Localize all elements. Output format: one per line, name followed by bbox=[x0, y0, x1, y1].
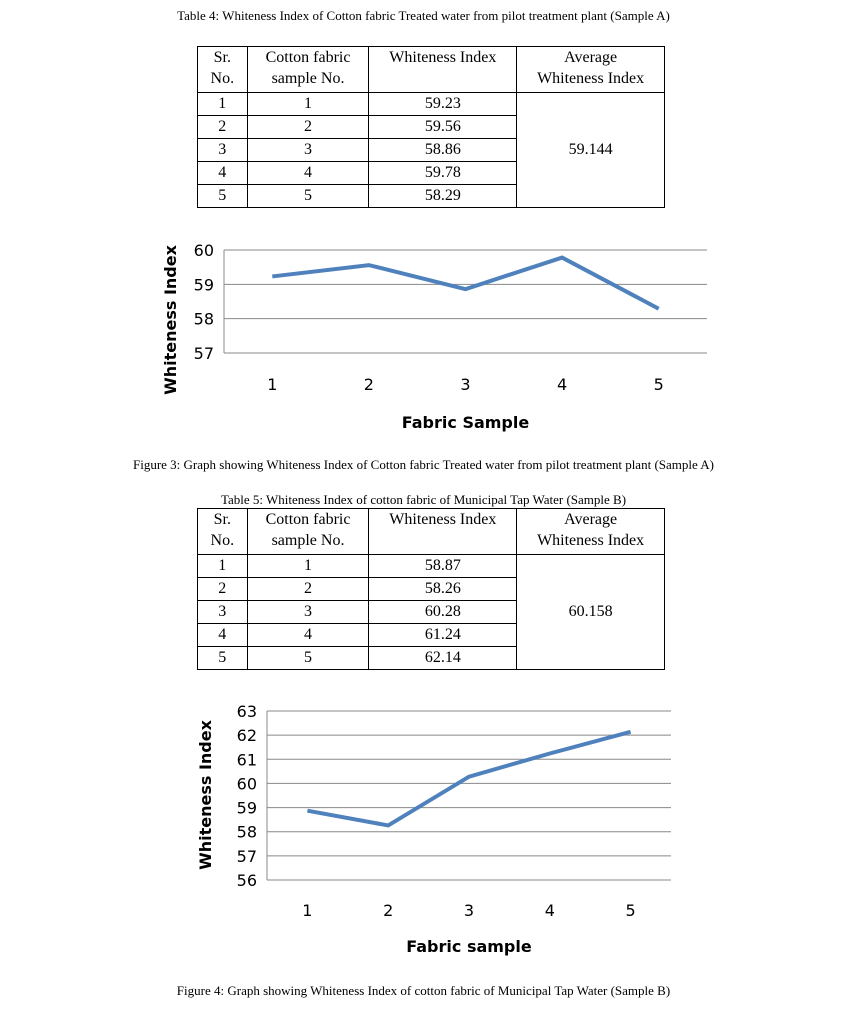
y-tick-label: 60 bbox=[194, 241, 214, 260]
x-axis-title: Fabric sample bbox=[406, 937, 532, 956]
x-tick-label: 4 bbox=[545, 901, 555, 920]
table-row: 3 3 58.86 bbox=[197, 138, 665, 162]
header-row: Sr. No. Cotton fabric sample No. Whiteness I… bbox=[197, 508, 665, 555]
header-line: Whiteness Index bbox=[389, 49, 497, 66]
table4: Sr. No. Cotton fabric sample No. Whiteness I… bbox=[197, 46, 665, 208]
cell-wi: 58.26 bbox=[368, 577, 518, 601]
x-tick-label: 1 bbox=[267, 375, 277, 394]
average-whiteness-cell: 59.144 bbox=[516, 92, 665, 208]
header-line: Cotton fabric bbox=[265, 49, 351, 66]
cell-sr: 5 bbox=[197, 646, 248, 670]
header-line: sample No. bbox=[271, 70, 345, 87]
x-tick-label: 5 bbox=[626, 901, 636, 920]
header-line: No. bbox=[210, 70, 235, 87]
y-tick-label: 59 bbox=[194, 275, 214, 294]
column-header: Average Whiteness Index bbox=[516, 46, 665, 93]
y-tick-label: 57 bbox=[237, 847, 257, 866]
x-tick-label: 3 bbox=[464, 901, 474, 920]
figure4-caption: Figure 4: Graph showing Whiteness Index … bbox=[176, 983, 671, 998]
cell-sample: 4 bbox=[246, 623, 370, 647]
y-axis-title: Whiteness Index bbox=[196, 719, 215, 870]
header-line: Average bbox=[564, 49, 618, 66]
cell-wi: 58.29 bbox=[368, 184, 518, 208]
column-header: Cotton fabric sample No. bbox=[246, 508, 370, 555]
x-tick-label: 2 bbox=[383, 901, 393, 920]
x-axis-title: Fabric Sample bbox=[402, 413, 530, 432]
data-line bbox=[307, 729, 632, 828]
y-tick-label: 60 bbox=[237, 774, 257, 793]
header-line: No. bbox=[210, 532, 235, 549]
y-tick-label: 56 bbox=[237, 871, 257, 890]
table-row: 1 1 59.23 59.144 bbox=[197, 92, 665, 208]
table-row: 5 5 58.29 bbox=[197, 184, 665, 208]
y-tick-label: 58 bbox=[237, 823, 257, 842]
y-tick-label: 63 bbox=[237, 702, 257, 721]
y-tick-label: 57 bbox=[194, 344, 214, 363]
cell-wi: 59.78 bbox=[368, 161, 518, 185]
cell-sample: 3 bbox=[246, 600, 370, 624]
cell-sr: 3 bbox=[197, 600, 248, 624]
x-tick-label: 5 bbox=[654, 375, 664, 394]
table-row: 2 2 58.26 bbox=[197, 577, 665, 601]
table5: Sr. No. Cotton fabric sample No. Whiteness I… bbox=[197, 508, 665, 670]
column-header: Whiteness Index bbox=[368, 508, 518, 555]
cell-sample: 1 bbox=[246, 92, 370, 116]
column-header: Sr. No. bbox=[197, 508, 248, 555]
average-whiteness-cell: 60.158 bbox=[516, 554, 665, 670]
cell-sr: 4 bbox=[197, 623, 248, 647]
x-tick-label: 4 bbox=[557, 375, 567, 394]
table-row: 4 4 61.24 bbox=[197, 623, 665, 647]
cell-wi: 59.56 bbox=[368, 115, 518, 139]
y-axis-title: Whiteness Index bbox=[161, 244, 180, 395]
figure3-caption: Figure 3: Graph showing Whiteness Index … bbox=[132, 457, 715, 472]
y-tick-label: 59 bbox=[237, 799, 257, 818]
cell-wi: 62.14 bbox=[368, 646, 518, 670]
y-tick-label: 58 bbox=[194, 310, 214, 329]
cell-sample: 5 bbox=[246, 184, 370, 208]
cell-sample: 3 bbox=[246, 138, 370, 162]
header-line: Sr. bbox=[213, 511, 231, 528]
cell-sr: 1 bbox=[197, 92, 248, 116]
header-line: Cotton fabric bbox=[265, 511, 351, 528]
table-row: 5 5 62.14 bbox=[197, 646, 665, 670]
cell-sr: 2 bbox=[197, 115, 248, 139]
cell-wi: 61.24 bbox=[368, 623, 518, 647]
figure4-chart: 56 57 58 59 60 61 62 63 1 2 3 4 5 Fabric sample Whiten… bbox=[196, 702, 671, 956]
header-line: Whiteness Index bbox=[389, 511, 497, 528]
table4-caption: Table 4: Whiteness Index of Cotton fabri… bbox=[177, 8, 670, 23]
x-tick-label: 2 bbox=[364, 375, 374, 394]
x-tick-label: 3 bbox=[460, 375, 470, 394]
figure3-chart: 57 58 59 60 1 2 3 4 5 Fabric Sample Whiteness Inde… bbox=[161, 241, 707, 432]
header-line: sample No. bbox=[271, 532, 345, 549]
header-line: Average bbox=[564, 511, 618, 528]
header-row: Sr. No. Cotton fabric sample No. Whiteness I… bbox=[197, 46, 665, 93]
column-header: Sr. No. bbox=[197, 46, 248, 93]
header-line: Whiteness Index bbox=[537, 70, 645, 87]
y-tick-label: 62 bbox=[237, 726, 257, 745]
table-row: 2 2 59.56 bbox=[197, 115, 665, 139]
cell-sr: 5 bbox=[197, 184, 248, 208]
header-line: Whiteness Index bbox=[537, 532, 645, 549]
table5-caption: Table 5: Whiteness Index of cotton fabri… bbox=[220, 492, 627, 507]
y-tick-label: 61 bbox=[237, 750, 257, 769]
header-line: Sr. bbox=[213, 49, 231, 66]
x-tick-label: 1 bbox=[302, 901, 312, 920]
cell-sample: 5 bbox=[246, 646, 370, 670]
cell-wi: 58.86 bbox=[368, 138, 518, 162]
